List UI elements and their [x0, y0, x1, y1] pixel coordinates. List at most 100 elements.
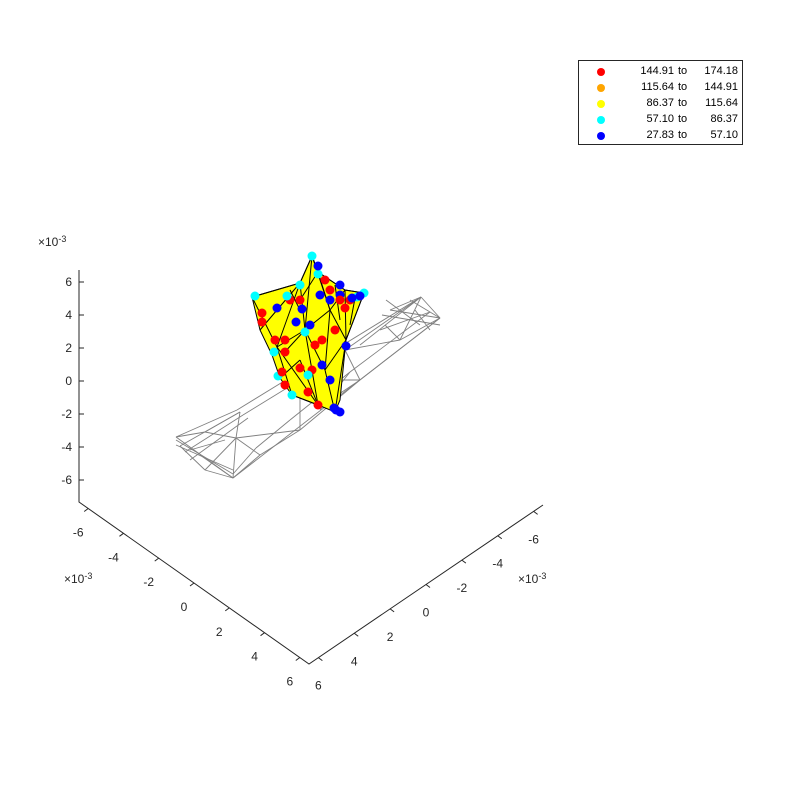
legend-marker-icon — [597, 100, 605, 108]
legend-low-value: 144.91 — [640, 65, 674, 77]
data-point — [313, 269, 323, 279]
wireframe-edge — [389, 296, 422, 311]
y-tick-label: -4 — [108, 550, 119, 564]
surface-edge — [334, 339, 347, 413]
data-point — [269, 347, 279, 357]
wireframe-edge — [389, 309, 441, 319]
surface-edge — [329, 309, 347, 341]
data-points — [250, 251, 369, 417]
legend-low-value: 57.10 — [646, 113, 674, 125]
x-tick-mark — [533, 510, 538, 515]
wireframe-edge — [204, 431, 237, 439]
y-tick-mark — [295, 657, 301, 661]
data-point — [295, 280, 305, 290]
z-tick-label: 6 — [65, 275, 72, 289]
y-tick-label: 2 — [216, 625, 223, 639]
y-tick-label: 4 — [251, 650, 258, 664]
surface-edge — [291, 394, 319, 406]
wireframe-edge — [420, 296, 441, 319]
surface-edge — [299, 255, 313, 284]
data-point — [295, 363, 305, 373]
wireframe-edge — [175, 439, 234, 475]
data-point — [305, 320, 315, 330]
data-point — [310, 340, 320, 350]
data-point — [313, 400, 323, 410]
y-tick-mark — [224, 607, 230, 612]
data-point — [330, 325, 340, 335]
wireframe-edge — [414, 309, 431, 331]
data-point — [307, 251, 317, 261]
data-point — [295, 295, 305, 305]
x-tick-label: 4 — [351, 654, 358, 668]
legend-low-value: 115.64 — [641, 81, 674, 93]
legend-entry: 27.83 to 57.10 — [579, 128, 742, 144]
surface-edge — [324, 309, 331, 371]
legend-entry: 57.10 to 86.37 — [579, 112, 742, 128]
legend-high-value: 57.10 — [710, 129, 738, 141]
data-point — [320, 275, 330, 285]
data-point — [355, 291, 365, 301]
data-point — [317, 335, 327, 345]
x-tick-mark — [353, 632, 359, 637]
legend-entry: 115.64 to 144.91 — [579, 80, 742, 96]
wireframe-edge — [235, 429, 301, 439]
x-tick-mark — [497, 535, 503, 540]
legend-separator: to — [678, 113, 688, 125]
data-point — [325, 375, 335, 385]
wireframe-edge — [204, 469, 234, 479]
wireframe-edge — [204, 411, 241, 433]
surface-edge — [276, 282, 301, 348]
z-exponent-label: ×10-3 — [38, 234, 66, 249]
data-point — [280, 347, 290, 357]
wireframe-edge — [259, 429, 301, 456]
x-exponent-label: ×10-3 — [518, 571, 546, 586]
x-tick-mark — [425, 584, 431, 588]
surface-edge — [276, 346, 319, 406]
y-tick-label: 0 — [181, 600, 188, 614]
legend-high-value: 174.18 — [704, 65, 738, 77]
x-tick-mark — [389, 608, 395, 613]
data-point — [280, 335, 290, 345]
wireframe-edge — [255, 419, 291, 449]
legend-high-value: 115.64 — [705, 97, 738, 109]
x-tick-label: -4 — [492, 557, 503, 571]
wireframe-edge — [232, 437, 237, 479]
data-point — [325, 295, 335, 305]
y-tick-mark — [154, 557, 160, 562]
data-point — [325, 285, 335, 295]
surface-edge — [304, 255, 313, 331]
y-exponent-power: -3 — [84, 571, 92, 581]
surface-edge — [276, 329, 306, 348]
data-point — [291, 317, 301, 327]
wireframe-edge — [344, 339, 401, 351]
data-point — [257, 317, 267, 327]
data-point — [280, 380, 290, 390]
wireframe-edge — [384, 324, 401, 341]
wireframe-edge — [409, 299, 441, 319]
legend-separator: to — [678, 97, 688, 109]
surface-edge — [349, 297, 356, 326]
wireframe-edge — [399, 317, 441, 341]
legend-entry: 86.37 to 115.64 — [579, 96, 742, 112]
data-point — [329, 403, 339, 413]
legend-separator: to — [678, 129, 688, 141]
data-point — [315, 290, 325, 300]
legend-low-value: 27.83 — [646, 129, 674, 141]
data-point — [250, 291, 260, 301]
wireframe-edge — [204, 437, 237, 471]
wireframe-edge — [232, 454, 261, 479]
wireframe-edge — [189, 439, 226, 451]
data-point — [341, 341, 351, 351]
surface-edge — [344, 289, 347, 341]
wireframe-edge — [359, 296, 422, 346]
legend-separator: to — [678, 81, 688, 93]
data-point — [317, 360, 327, 370]
y-tick-mark — [260, 632, 265, 637]
data-point — [300, 327, 310, 337]
data-point — [347, 293, 357, 303]
data-point — [340, 303, 350, 313]
legend-separator: to — [678, 65, 688, 77]
data-point — [313, 261, 323, 271]
x-tick-label: 0 — [423, 606, 430, 620]
legend-high-value: 144.91 — [704, 81, 738, 93]
